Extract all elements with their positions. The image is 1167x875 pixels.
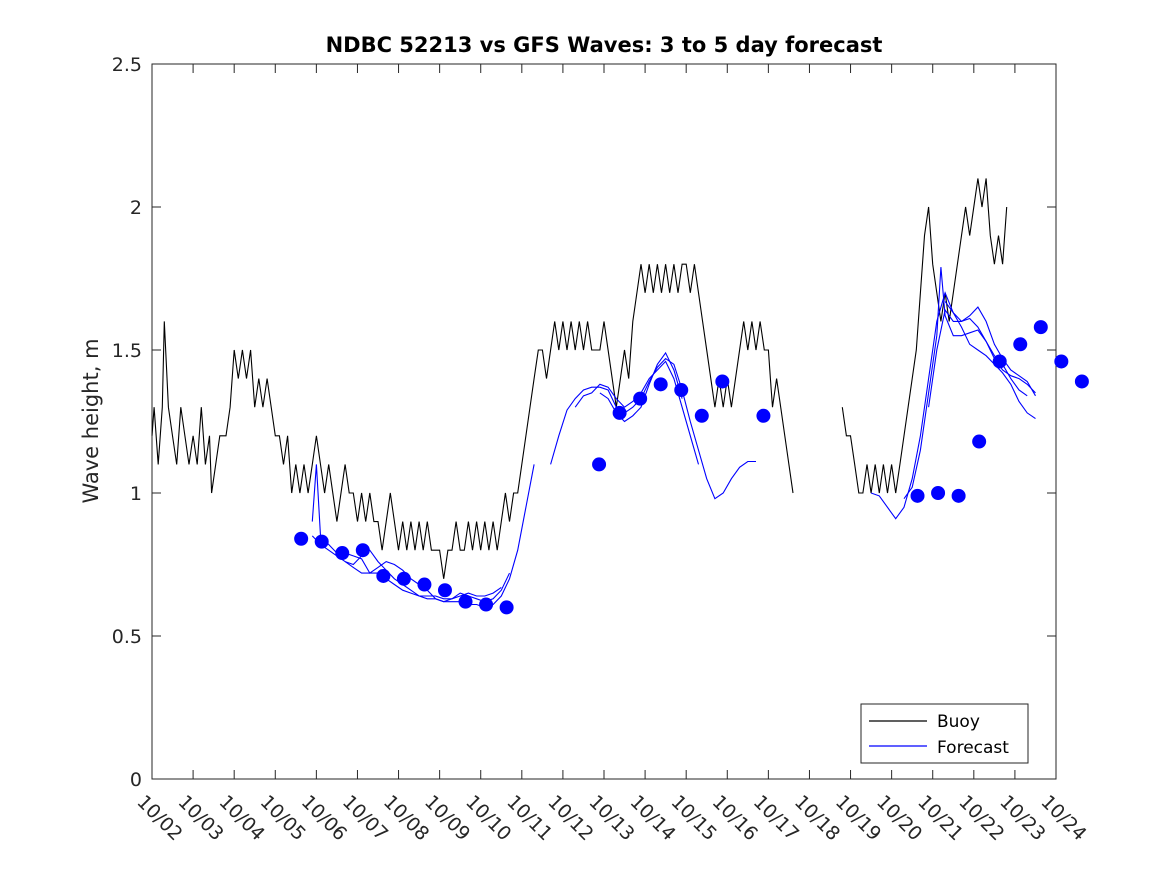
forecast-point xyxy=(458,594,473,609)
forecast-series-line-5 xyxy=(599,351,683,423)
buoy-series-line-1 xyxy=(841,178,1008,494)
y-axis-label: Wave height, m xyxy=(79,338,103,503)
forecast-point xyxy=(910,488,925,503)
forecast-point xyxy=(1054,354,1069,369)
forecast-point xyxy=(499,600,514,615)
forecast-series-line-2 xyxy=(344,549,502,600)
forecast-point xyxy=(612,405,627,420)
forecast-point xyxy=(1013,337,1028,352)
forecast-point xyxy=(653,377,668,392)
forecast-point xyxy=(992,354,1007,369)
forecast-point xyxy=(674,383,689,398)
forecast-point xyxy=(972,434,987,449)
forecast-point xyxy=(294,531,309,546)
forecast-point xyxy=(715,374,730,389)
forecast-point xyxy=(437,583,452,598)
legend-buoy-label: Buoy xyxy=(937,712,980,732)
marker-layer xyxy=(294,320,1089,615)
y-tick-label: 0 xyxy=(130,769,142,791)
forecast-point xyxy=(931,486,946,500)
forecast-point xyxy=(1074,374,1089,389)
legend-box xyxy=(860,703,1029,764)
forecast-point xyxy=(592,457,607,472)
forecast-point xyxy=(951,488,966,503)
y-tick-label: 0.5 xyxy=(112,626,142,648)
forecast-point xyxy=(396,571,411,586)
y-axis: 0 0.5 1 1.5 2 2.5 xyxy=(112,54,1056,791)
forecast-point xyxy=(694,408,709,423)
forecast-point xyxy=(756,408,771,423)
forecast-point xyxy=(417,577,432,592)
forecast-point xyxy=(355,543,370,558)
forecast-point xyxy=(335,546,350,561)
y-tick-label: 1.5 xyxy=(112,340,142,362)
y-tick-label: 2 xyxy=(130,197,142,219)
legend: Buoy Forecast xyxy=(860,703,1029,764)
forecast-point xyxy=(376,568,391,583)
legend-forecast-label: Forecast xyxy=(937,738,1009,758)
forecast-series-line-9 xyxy=(944,301,1036,394)
forecast-point xyxy=(479,597,494,612)
chart-title: NDBC 52213 vs GFS Waves: 3 to 5 day fore… xyxy=(326,33,883,57)
forecast-point xyxy=(314,534,329,549)
y-tick-label: 1 xyxy=(130,483,142,505)
buoy-series-line-0 xyxy=(151,263,794,579)
forecast-series-line-8 xyxy=(928,306,1036,408)
forecast-point xyxy=(633,391,648,406)
y-tick-label: 2.5 xyxy=(112,54,142,76)
forecast-series-line-7 xyxy=(903,267,1028,500)
forecast-point xyxy=(1033,320,1048,335)
